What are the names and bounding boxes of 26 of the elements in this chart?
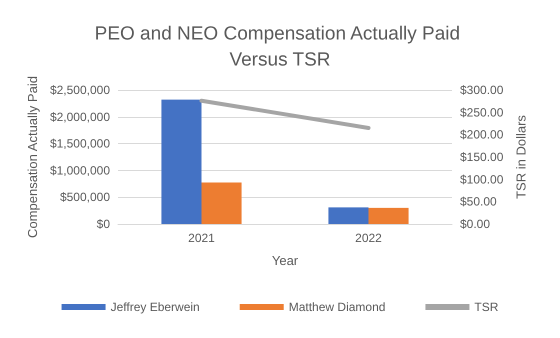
y2-tick-label: $100.00 xyxy=(460,172,504,186)
legend-label: TSR xyxy=(474,300,499,314)
x-tick-label: 2022 xyxy=(355,231,382,245)
y2-tick-label: $250.00 xyxy=(460,105,504,120)
y2-tick-label: $200.00 xyxy=(460,128,504,142)
y2-axis-title: TSR in Dollars xyxy=(513,114,528,199)
legend-label: Matthew Diamond xyxy=(288,300,386,314)
y-tick-label: $1,500,000 xyxy=(50,136,110,151)
y-axis-title: Compensation Actually Paid xyxy=(25,76,40,238)
x-tick-label: 2021 xyxy=(188,231,216,245)
y2-tick-label: $150.00 xyxy=(460,150,504,164)
bar xyxy=(161,100,202,224)
y2-tick-label: $50.00 xyxy=(460,194,498,209)
bar xyxy=(328,207,368,224)
chart-title: PEO and NEO Compensation Actually Paid Versus TSR xyxy=(94,24,466,70)
x-axis-title: Year xyxy=(272,253,299,268)
y2-tick-label: $300.00 xyxy=(460,83,504,97)
y-tick-label: $500,000 xyxy=(60,190,110,204)
legend-label: Jeffrey Eberwein xyxy=(110,300,200,314)
y2-tick-label: $0.00 xyxy=(460,217,490,231)
bar xyxy=(202,182,242,224)
y-tick-label: $1,000,000 xyxy=(50,163,110,178)
y-tick-label: $2,000,000 xyxy=(50,110,110,124)
y-tick-label: $2,500,000 xyxy=(50,83,110,97)
bar xyxy=(368,208,409,224)
y-tick-label: $0 xyxy=(96,217,110,231)
